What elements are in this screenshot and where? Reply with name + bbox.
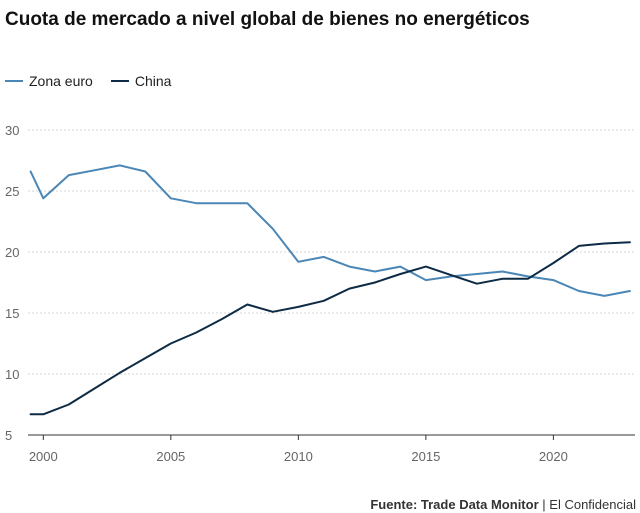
y-tick-label-15: 15	[5, 306, 19, 321]
line-chart: 5 10 15 20 25 30 2000 2005 2010 2015 2020	[5, 123, 635, 464]
footer-source: Fuente: Trade Data Monitor	[370, 497, 539, 512]
legend-label-zona-euro: Zona euro	[29, 73, 93, 89]
series-line-china	[29, 241, 631, 416]
x-tick-label-2015: 2015	[411, 449, 440, 464]
legend-item-zona-euro: Zona euro	[5, 73, 93, 89]
legend-swatch-china	[110, 80, 129, 82]
chart-title: Cuota de mercado a nivel global de biene…	[5, 9, 530, 30]
x-tick-label-2010: 2010	[284, 449, 313, 464]
legend: Zona euro China	[5, 73, 171, 89]
footer: Fuente: Trade Data Monitor | El Confiden…	[370, 497, 636, 512]
footer-publisher: El Confidencial	[549, 497, 636, 512]
x-tick-label-2005: 2005	[156, 449, 185, 464]
footer-separator: |	[542, 497, 546, 512]
y-tick-label-25: 25	[5, 184, 19, 199]
x-tick-label-2000: 2000	[29, 449, 58, 464]
legend-label-china: China	[134, 73, 172, 89]
y-tick-label-5: 5	[5, 428, 12, 443]
y-tick-label-10: 10	[5, 367, 19, 382]
y-tick-label-30: 30	[5, 123, 19, 138]
legend-swatch-zona-euro	[5, 80, 23, 82]
series-line-zona-euro	[29, 164, 631, 297]
y-tick-label-20: 20	[5, 245, 19, 260]
legend-item-china: China	[110, 73, 172, 89]
x-tick-label-2020: 2020	[539, 449, 568, 464]
